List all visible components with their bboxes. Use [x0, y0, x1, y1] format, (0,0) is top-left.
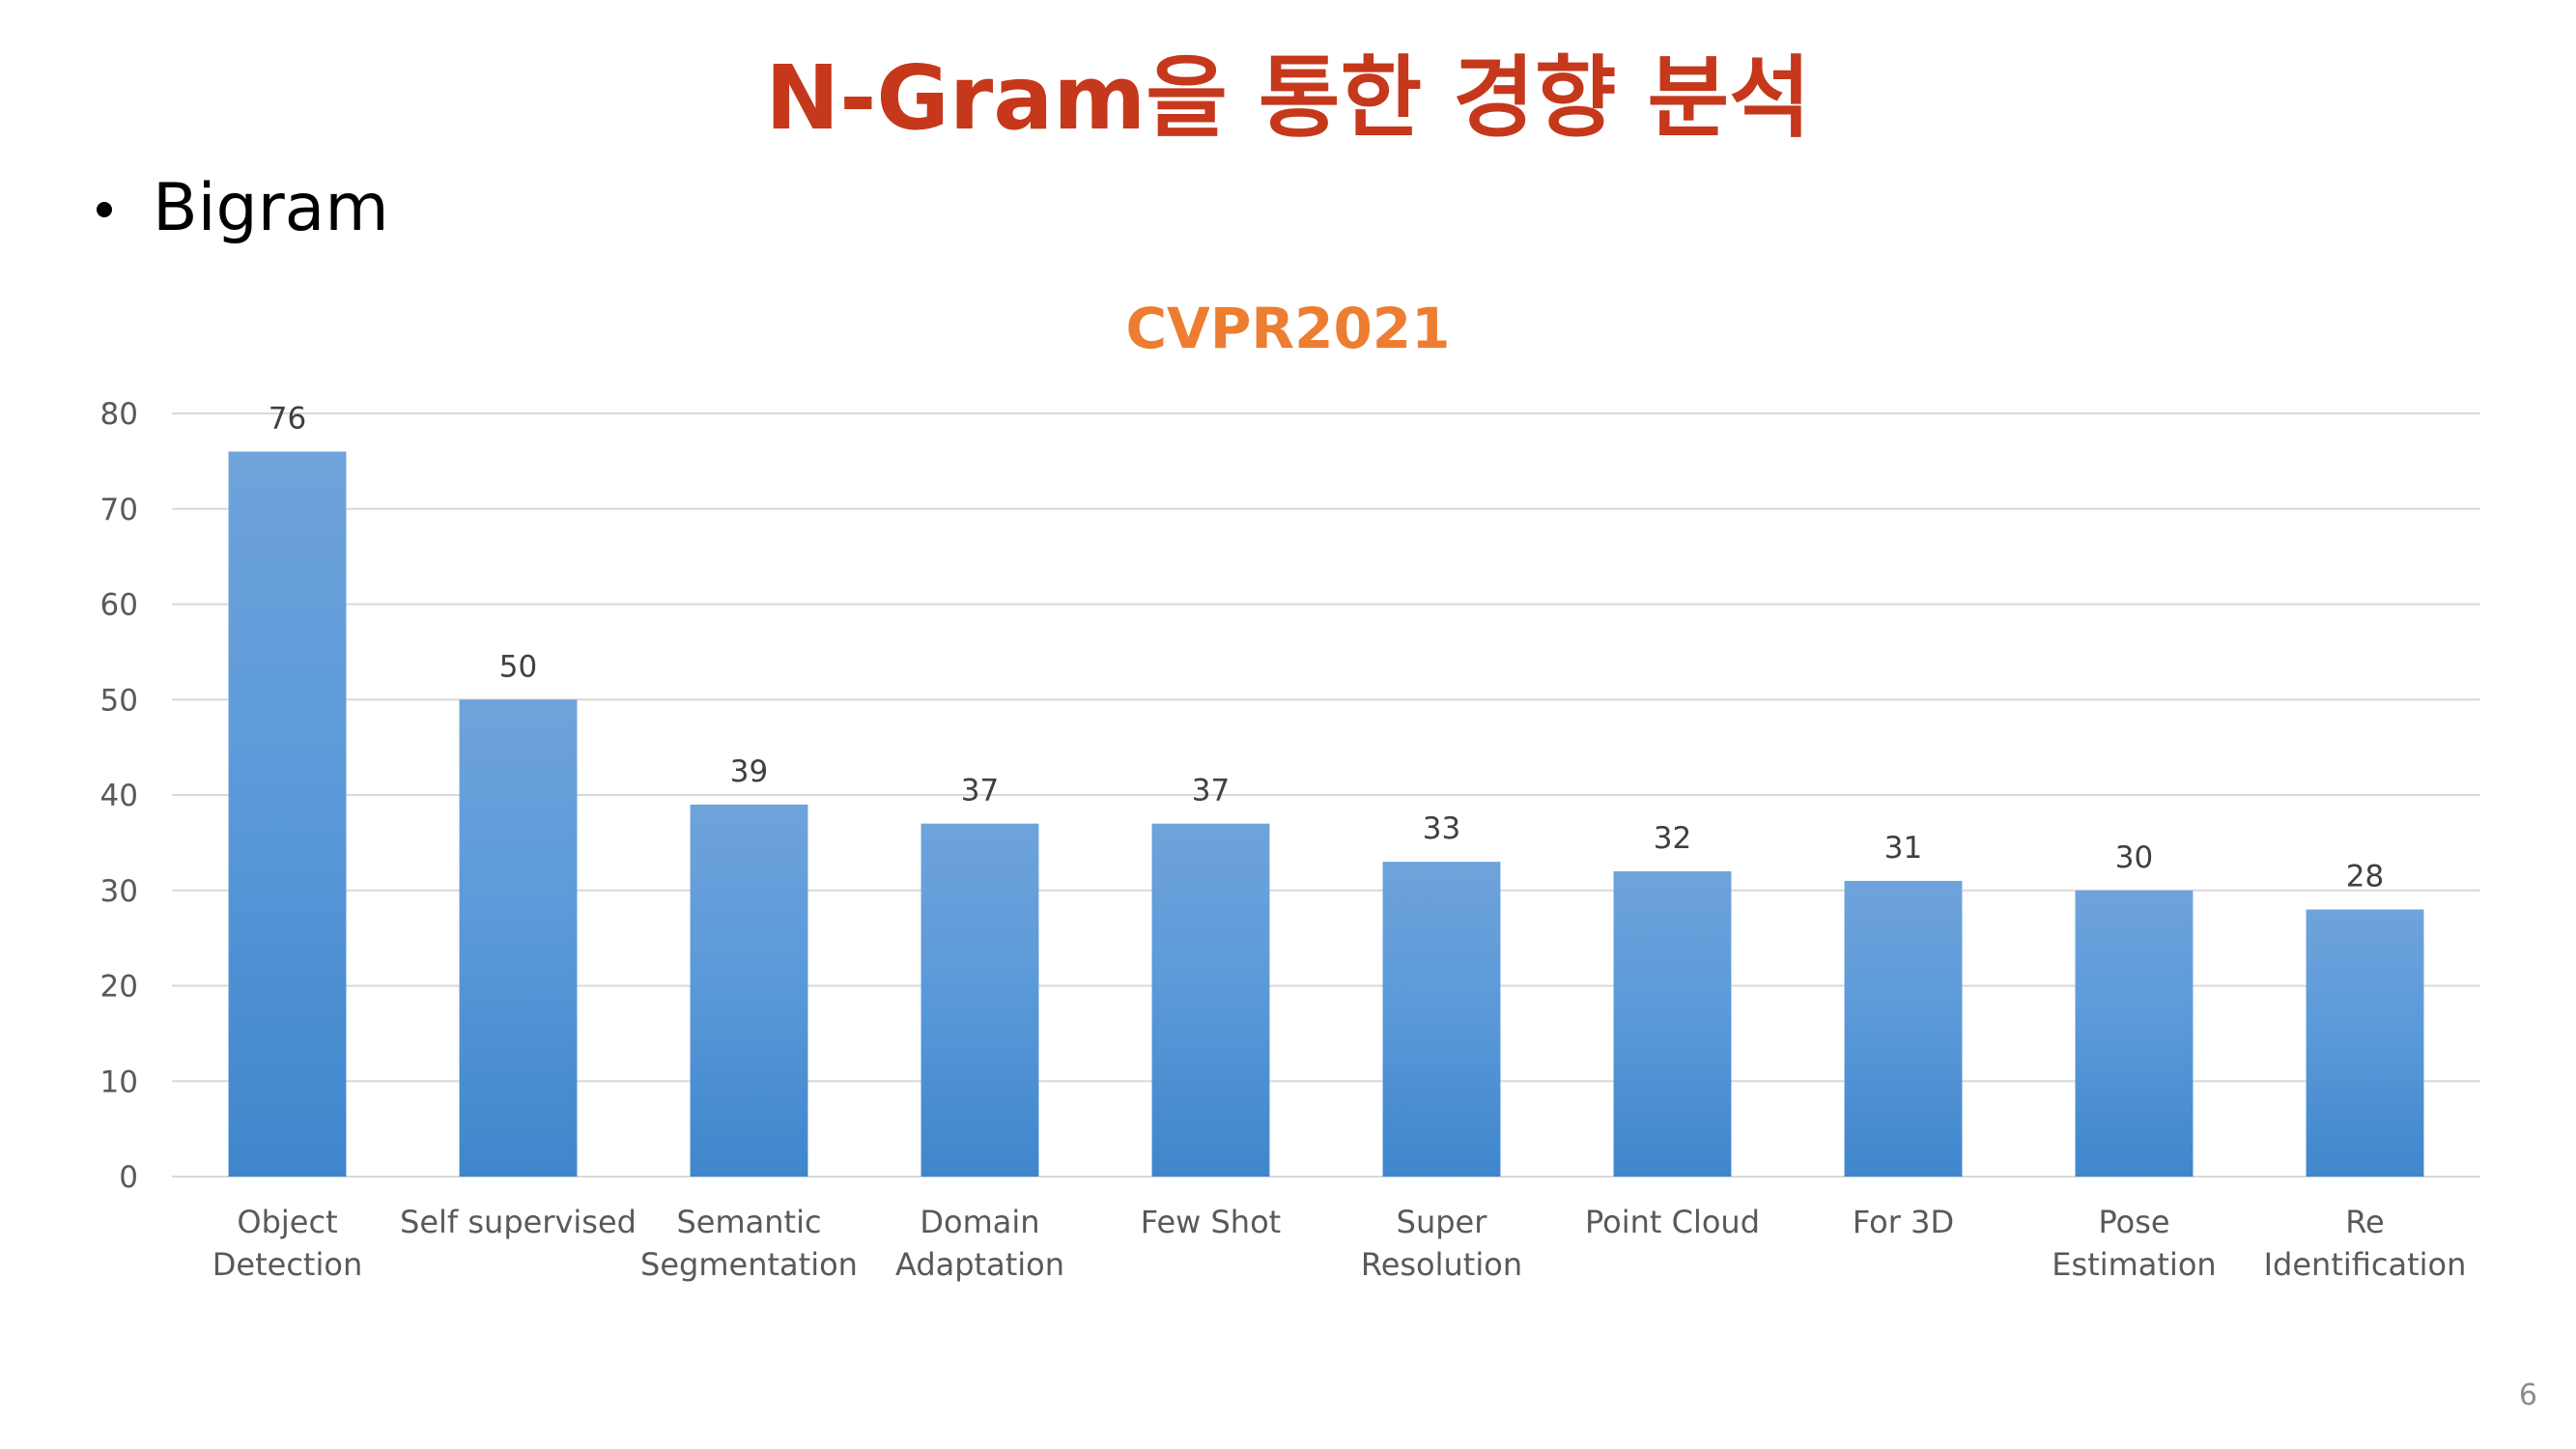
bar	[459, 699, 578, 1177]
data-label: 37	[1192, 774, 1230, 809]
bullet-text: Bigram	[153, 169, 389, 246]
bullet-dot-icon	[97, 202, 112, 217]
data-label: 76	[269, 402, 306, 437]
x-axis-ticks: Object Detection Self supervised Semantic Se…	[212, 1204, 2467, 1283]
bar	[1613, 871, 1732, 1177]
y-tick-label: 80	[100, 397, 138, 432]
x-tick-label: Few Shot	[1141, 1204, 1281, 1240]
x-tick-label: Self supervised	[400, 1204, 637, 1240]
y-tick-label: 30	[100, 874, 138, 909]
data-label: 30	[2115, 840, 2153, 875]
x-tick-label: Semantic Segmentation	[640, 1204, 858, 1283]
y-axis-ticks: 0 10 20 30 40 50 60 70 80	[100, 397, 138, 1195]
x-tick-label: Domain Adaptation	[895, 1204, 1064, 1283]
data-label: 39	[730, 754, 768, 789]
x-tick-label: Super Resolution	[1361, 1204, 1522, 1283]
y-tick-label: 50	[100, 683, 138, 718]
data-label: 37	[961, 774, 999, 809]
y-tick-label: 40	[100, 779, 138, 813]
y-tick-label: 0	[119, 1160, 138, 1195]
y-tick-label: 20	[100, 970, 138, 1005]
x-tick-label: Object Detection	[212, 1204, 362, 1283]
y-tick-label: 60	[100, 588, 138, 623]
bar	[1382, 862, 1501, 1177]
data-label: 28	[2346, 860, 2384, 895]
x-tick-label: Pose Estimation	[2052, 1204, 2216, 1283]
y-tick-label: 70	[100, 493, 138, 527]
bar	[2306, 909, 2424, 1177]
page-number: 6	[2518, 1378, 2537, 1412]
bullet-item: Bigram	[97, 164, 389, 251]
bars	[228, 451, 2424, 1177]
data-label: 50	[499, 649, 537, 684]
x-tick-label: Re Identification	[2264, 1204, 2467, 1283]
bar	[2075, 890, 2194, 1177]
bar	[690, 804, 808, 1177]
bar	[1844, 880, 1963, 1177]
x-tick-label: Point Cloud	[1585, 1204, 1760, 1240]
data-label: 31	[1884, 831, 1922, 866]
data-labels: 76 50 39 37 37 33 32 31 30 28	[269, 402, 2384, 895]
data-label: 32	[1654, 821, 1691, 856]
y-tick-label: 10	[100, 1065, 138, 1099]
chart-title: CVPR2021	[1125, 296, 1451, 361]
bar	[228, 451, 347, 1177]
slide-title: N-Gram을 통한 경향 분석	[765, 46, 1811, 150]
data-label: 33	[1423, 811, 1460, 846]
bar	[920, 823, 1039, 1177]
bar	[1151, 823, 1270, 1177]
x-tick-label: For 3D	[1853, 1204, 1954, 1240]
